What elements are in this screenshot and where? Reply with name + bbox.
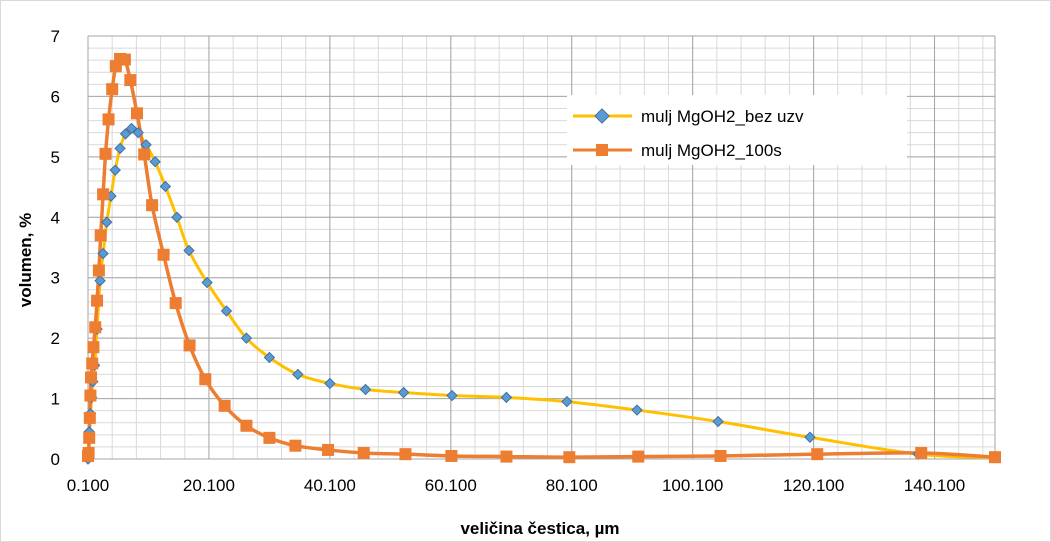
data-point-series-1	[159, 180, 172, 193]
data-point-series-2	[500, 450, 513, 463]
major-gridlines	[87, 35, 996, 460]
data-point-series-2	[91, 294, 104, 307]
legend-box	[567, 95, 907, 165]
data-point-series-1	[132, 126, 144, 139]
data-point-series-1	[114, 142, 126, 155]
data-point-series-1	[183, 244, 195, 257]
data-point-series-1	[500, 391, 513, 404]
data-point-series-2	[240, 419, 253, 432]
series-layer	[82, 52, 1001, 465]
data-point-series-2	[85, 371, 98, 384]
y-tick-label: 1	[51, 390, 60, 409]
legend-marker-2	[596, 144, 608, 156]
y-axis-ticks: 0 1 2 3 4 5 6 7	[51, 27, 60, 469]
data-point-series-1	[240, 332, 253, 344]
data-point-series-2	[82, 446, 95, 459]
x-axis-title: veličina čestica, µm	[460, 519, 619, 538]
data-point-series-2	[157, 248, 170, 261]
x-tick-label: 20.100	[183, 476, 235, 495]
data-point-series-1	[119, 128, 132, 140]
y-tick-label: 3	[51, 269, 60, 288]
data-point-series-1	[220, 305, 233, 317]
data-point-series-2	[118, 53, 131, 66]
data-point-series-2	[357, 446, 370, 459]
data-point-series-1	[359, 383, 372, 396]
data-point-series-2	[86, 357, 99, 370]
data-point-series-2	[183, 339, 196, 352]
y-tick-label: 2	[51, 329, 60, 348]
data-point-series-1	[446, 389, 458, 402]
data-point-series-2	[92, 264, 105, 277]
data-point-series-2	[714, 449, 727, 462]
data-point-series-1	[263, 351, 276, 364]
data-point-series-2	[138, 148, 151, 161]
x-tick-label: 100.100	[662, 476, 723, 495]
legend-label-2: mulj MgOH2_100s	[641, 141, 782, 160]
data-point-series-2	[289, 439, 302, 452]
data-point-series-1	[171, 211, 183, 223]
data-point-series-1	[804, 431, 816, 443]
data-point-series-2	[83, 431, 96, 444]
data-point-series-2	[146, 199, 159, 212]
x-tick-label: 60.100	[425, 476, 477, 495]
data-point-series-1	[397, 386, 410, 399]
data-point-series-1	[101, 216, 113, 228]
data-point-series-2	[563, 451, 576, 464]
data-point-series-2	[811, 448, 824, 461]
data-point-series-2	[106, 83, 119, 96]
data-point-series-2	[632, 450, 645, 463]
x-tick-label: 120.100	[783, 476, 844, 495]
y-tick-label: 5	[51, 148, 60, 167]
legend: mulj MgOH2_bez uzv mulj MgOH2_100s	[567, 95, 907, 165]
data-point-series-2	[169, 297, 182, 310]
legend-marker-1	[594, 108, 610, 124]
data-point-series-2	[94, 229, 107, 242]
data-point-series-2	[89, 321, 102, 334]
data-point-series-2	[97, 188, 110, 201]
y-tick-label: 6	[51, 87, 60, 106]
data-point-series-2	[989, 451, 1001, 464]
data-point-series-2	[87, 341, 100, 354]
data-point-series-2	[445, 449, 458, 462]
data-point-series-1	[149, 155, 161, 168]
data-point-series-1	[561, 395, 573, 408]
data-point-series-2	[102, 113, 115, 126]
data-point-series-2	[199, 373, 212, 386]
y-tick-label: 0	[51, 450, 60, 469]
data-point-series-2	[83, 411, 96, 424]
data-point-series-1	[94, 275, 106, 287]
y-tick-label: 7	[51, 27, 60, 46]
x-tick-label: 140.100	[904, 476, 965, 495]
data-point-series-2	[130, 107, 143, 120]
data-point-series-2	[399, 448, 412, 461]
data-point-series-1	[324, 377, 336, 390]
data-point-series-2	[322, 443, 335, 456]
data-point-series-2	[84, 389, 97, 402]
data-point-series-1	[125, 122, 138, 135]
legend-label-1: mulj MgOH2_bez uzv	[641, 107, 804, 126]
data-point-series-1	[292, 368, 304, 381]
y-tick-label: 4	[51, 208, 60, 227]
data-point-series-1	[201, 276, 213, 289]
x-tick-label: 80.100	[546, 476, 598, 495]
data-point-series-2	[124, 74, 137, 87]
data-point-series-2	[263, 431, 276, 444]
data-point-series-2	[99, 147, 112, 160]
data-point-series-1	[97, 247, 109, 260]
x-tick-label: 40.100	[304, 476, 356, 495]
data-point-series-2	[915, 446, 928, 459]
data-point-series-1	[712, 415, 724, 428]
data-point-series-2	[218, 399, 231, 412]
x-axis-ticks: 0.100 20.100 40.100 60.100 80.100 100.100 120.…	[67, 476, 966, 495]
x-tick-label: 0.100	[67, 476, 110, 495]
data-point-series-1	[109, 164, 121, 176]
y-axis-title: volumen, %	[16, 213, 35, 307]
data-point-series-1	[631, 404, 643, 416]
